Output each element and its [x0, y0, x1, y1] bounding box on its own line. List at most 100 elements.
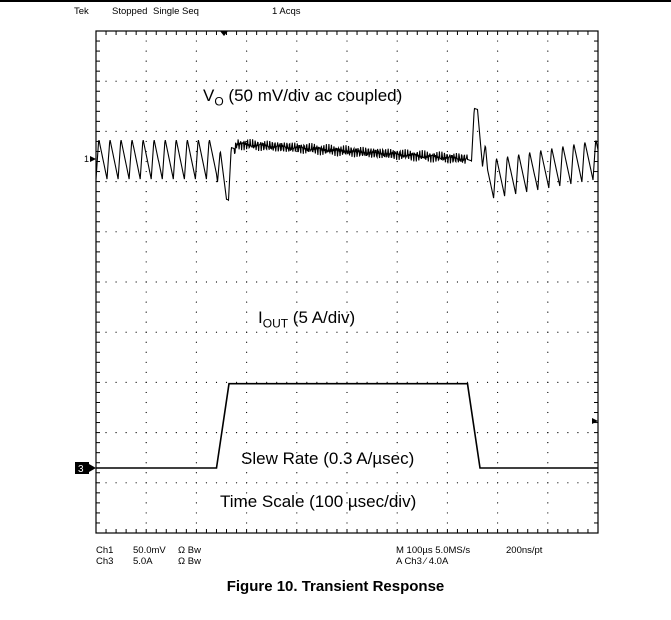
graticule-dot: [256, 231, 258, 233]
graticule-dot: [396, 40, 398, 42]
graticule-dot: [507, 331, 509, 333]
graticule-dot: [195, 522, 197, 524]
graticule-dot: [215, 80, 218, 82]
graticule-dot: [246, 110, 248, 112]
graticule-dot: [145, 291, 147, 293]
graticule-dot: [446, 432, 448, 434]
graticule-dot: [547, 291, 549, 293]
graticule-dot: [135, 482, 137, 484]
graticule-dot: [446, 70, 448, 72]
graticule-dot: [366, 432, 368, 434]
graticule-dot: [346, 140, 348, 143]
graticule-dot: [476, 130, 479, 132]
graticule-dot: [376, 381, 378, 383]
graticule-dot: [235, 181, 238, 183]
graticule-dot: [497, 40, 499, 42]
graticule-dot: [396, 291, 398, 293]
graticule-dot: [396, 492, 398, 494]
graticule-dot: [547, 331, 549, 333]
graticule-dot: [346, 181, 348, 183]
graticule-dot: [396, 60, 398, 62]
graticule-dot: [547, 150, 549, 153]
graticule-dot: [346, 130, 348, 132]
graticule-dot: [547, 271, 549, 273]
graticule-dot: [446, 442, 448, 444]
graticule-dot: [557, 231, 559, 233]
graticule-dot: [547, 40, 549, 42]
graticule-dot: [396, 502, 398, 504]
graticule-dot: [396, 261, 398, 263]
graticule-dot: [486, 181, 489, 183]
graticule-dot: [557, 331, 559, 333]
graticule-dot: [296, 281, 298, 283]
graticule-dot: [296, 130, 298, 132]
graticule-dot: [456, 281, 459, 283]
graticule-dot: [246, 80, 248, 82]
graticule-dot: [246, 482, 248, 484]
graticule-dot: [537, 331, 539, 333]
graticule-dot: [497, 90, 499, 92]
graticule-dot: [486, 231, 489, 233]
graticule-dot: [195, 452, 197, 454]
graticule-dot: [246, 221, 248, 223]
graticule-dot: [356, 231, 358, 233]
graticule-dot: [336, 482, 338, 484]
graticule-dot: [316, 331, 318, 333]
graticule-dot: [376, 231, 378, 233]
graticule-dot: [266, 181, 268, 183]
graticule-dot: [195, 291, 197, 293]
graticule-dot: [416, 130, 418, 132]
graticule-dot: [446, 512, 448, 514]
graticule-dot: [547, 472, 549, 474]
trigger-position-marker: [220, 31, 228, 36]
graticule-dot: [316, 130, 318, 132]
graticule-dot: [547, 301, 549, 303]
graticule-dot: [246, 181, 248, 183]
graticule-dot: [195, 130, 197, 132]
graticule-dot: [145, 421, 147, 424]
graticule-dot: [296, 160, 298, 163]
graticule-dot: [195, 281, 197, 283]
graticule-dot: [286, 331, 288, 333]
graticule-dot: [296, 462, 298, 464]
graticule-dot: [456, 432, 459, 434]
graticule-dot: [135, 331, 137, 333]
graticule-dot: [225, 381, 228, 383]
graticule-dot: [396, 251, 398, 253]
graticule-dot: [306, 482, 308, 484]
graticule-dot: [155, 80, 157, 82]
graticule-dot: [346, 301, 348, 303]
graticule-dot: [497, 211, 499, 213]
graticule-dot: [476, 231, 479, 233]
graticule-dot: [125, 130, 127, 132]
graticule-dot: [446, 421, 448, 424]
graticule-dot: [296, 271, 298, 273]
graticule-dot: [517, 130, 519, 132]
graticule-dot: [366, 181, 368, 183]
graticule-dot: [446, 110, 448, 112]
graticule-dot: [246, 70, 248, 72]
graticule-dot: [557, 381, 559, 383]
graticule-dot: [246, 251, 248, 253]
graticule-dot: [225, 231, 228, 233]
graticule-dot: [256, 130, 258, 132]
graticule-dot: [296, 251, 298, 253]
graticule-dot: [246, 452, 248, 454]
graticule-dot: [296, 472, 298, 474]
graticule-dot: [105, 181, 107, 183]
graticule-dot: [497, 492, 499, 494]
graticule-dot: [145, 492, 147, 494]
graticule-dot: [175, 482, 177, 484]
graticule-dot: [246, 472, 248, 474]
graticule-dot: [517, 432, 519, 434]
graticule-dot: [396, 371, 398, 373]
graticule-dot: [246, 201, 248, 203]
graticule-dot: [497, 502, 499, 504]
graticule-dot: [547, 60, 549, 62]
graticule-dot: [517, 231, 519, 233]
graticule-dot: [446, 311, 448, 313]
graticule-dot: [296, 331, 298, 333]
graticule-dot: [396, 90, 398, 92]
graticule-dot: [185, 231, 187, 233]
graticule-dot: [145, 462, 147, 464]
